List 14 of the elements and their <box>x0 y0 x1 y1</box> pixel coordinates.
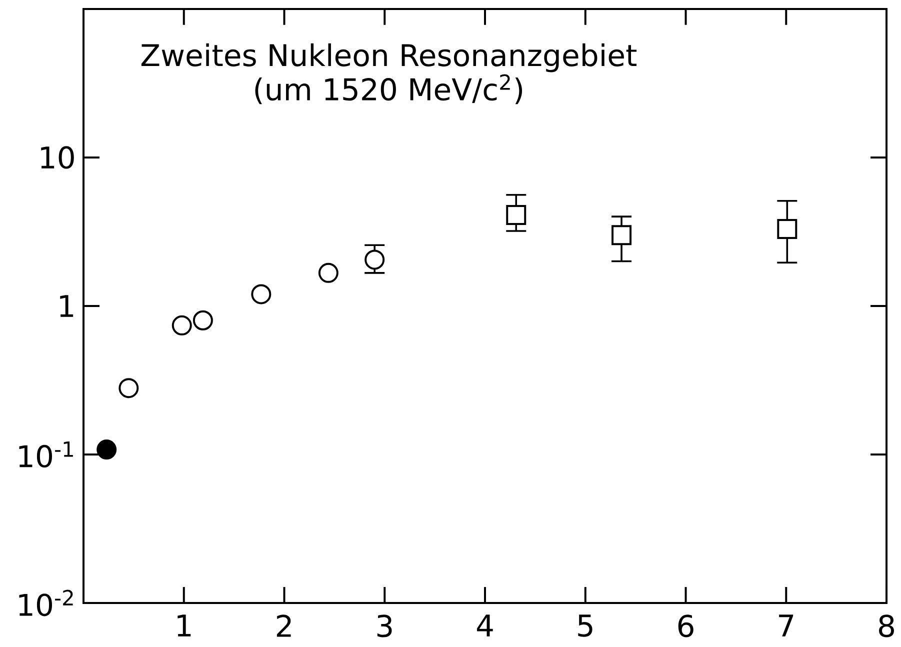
x-tick-label: 8 <box>879 614 894 638</box>
x-tick-label: 2 <box>276 614 291 637</box>
y-tick-label: 1 <box>60 295 74 317</box>
x-tick-label: 7 <box>779 614 794 636</box>
x-tick-label: 1 <box>178 614 191 636</box>
y-tick-label: 10 <box>41 146 74 169</box>
x-tick-label: 3 <box>377 614 392 638</box>
x-tick-label: 6 <box>678 614 694 638</box>
y-tick-label: 10$^{-2}$ <box>19 590 73 616</box>
text: Zweites Nukleon Resonanzgebiet <box>141 43 637 72</box>
y-tick-label: 10$^{-1}$ <box>19 441 73 468</box>
x-tick-label: 4 <box>476 614 493 636</box>
x-tick-label: 5 <box>578 614 592 637</box>
text: (um 1520 MeV/c$^{2}$) <box>255 74 522 104</box>
